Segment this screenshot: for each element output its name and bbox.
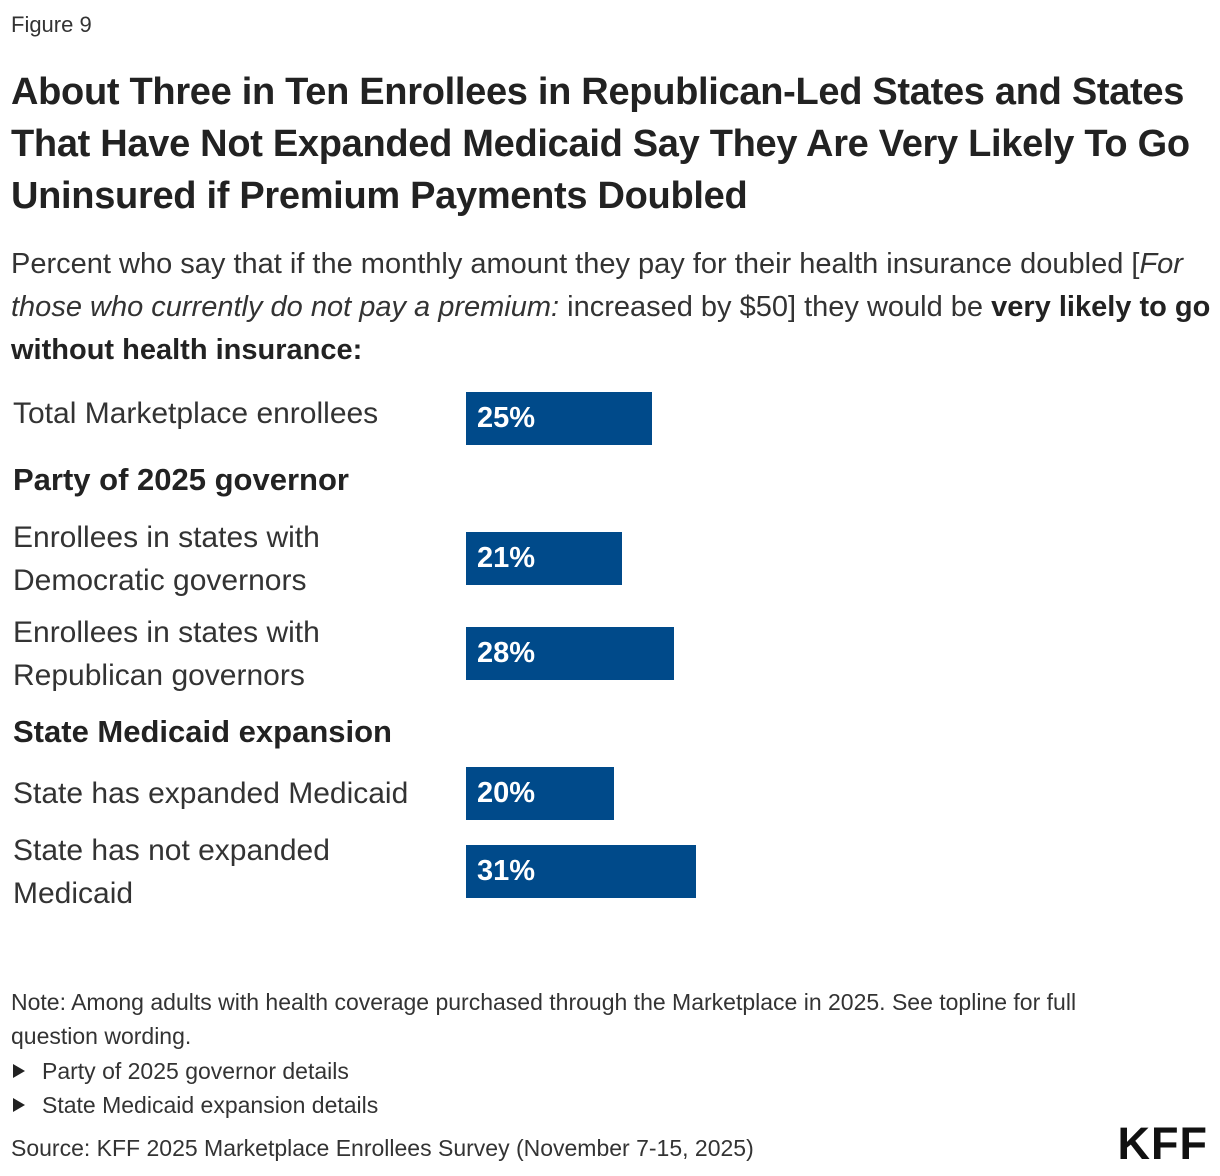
bar-value-label: 25%: [477, 402, 536, 434]
subtitle-italic-text: For those who currently do not pay a pre…: [11, 248, 1183, 323]
disclosure-triangle-icon: [13, 1064, 25, 1078]
bar-value-label: 21%: [477, 542, 536, 574]
category-label: State has expanded Medicaid: [13, 772, 458, 815]
subtitle-text-2: increased by $50] they would be: [559, 291, 992, 323]
bar: [466, 845, 696, 898]
subtitle-bold-text: very likely to go without health insuran…: [11, 291, 1211, 366]
bar-value-label: 20%: [477, 777, 536, 809]
details-toggle-governor[interactable]: Party of 2025 governor details: [11, 1054, 349, 1088]
bar-value-label: 31%: [477, 855, 536, 887]
bar-chart: Total Marketplace enrollees 25% Party of…: [0, 380, 1220, 940]
group-heading: State Medicaid expansion: [13, 714, 392, 749]
category-label-line: State has expanded Medicaid: [13, 777, 409, 810]
chart-note: Note: Among adults with health coverage …: [11, 989, 1077, 1049]
details-label: State Medicaid expansion details: [42, 1092, 379, 1118]
bar-value-label: 28%: [477, 637, 536, 669]
bar: [466, 532, 622, 585]
category-label-line: Enrollees in states with: [13, 521, 320, 554]
bar: [466, 392, 652, 445]
category-label: Total Marketplace enrollees: [13, 392, 458, 435]
group-heading: Party of 2025 governor: [13, 462, 349, 497]
kff-logo: KFF: [1117, 1118, 1208, 1169]
figure-label: Figure 9: [11, 12, 92, 37]
bar: [466, 627, 674, 680]
category-label-line: Republican governors: [13, 659, 305, 692]
subtitle-text-1: Percent who say that if the monthly amou…: [11, 248, 1140, 280]
category-label-line: Enrollees in states with: [13, 616, 320, 649]
disclosure-triangle-icon: [13, 1098, 25, 1112]
category-label-line: Total Marketplace enrollees: [13, 397, 379, 430]
details-toggle-medicaid[interactable]: State Medicaid expansion details: [11, 1088, 378, 1122]
bar: [466, 767, 614, 820]
category-label-line: Democratic governors: [13, 564, 307, 597]
category-label: Enrollees in states with Democratic gove…: [13, 516, 458, 602]
chart-source: Source: KFF 2025 Marketplace Enrollees S…: [11, 1135, 754, 1161]
category-label: State has not expanded Medicaid: [13, 829, 458, 915]
category-label-line: Medicaid: [13, 877, 134, 910]
chart-subtitle: Percent who say that if the monthly amou…: [11, 243, 1211, 372]
category-label-line: State has not expanded: [13, 834, 330, 867]
category-label: Enrollees in states with Republican gove…: [13, 611, 458, 697]
chart-title: About Three in Ten Enrollees in Republic…: [11, 71, 1190, 217]
details-label: Party of 2025 governor details: [42, 1058, 349, 1084]
